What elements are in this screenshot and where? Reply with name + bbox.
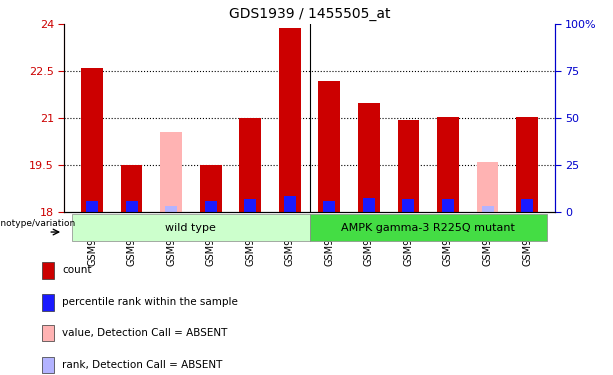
Bar — [310, 214, 547, 242]
Bar — [121, 165, 142, 212]
Bar — [284, 196, 296, 212]
Bar — [398, 120, 419, 212]
Text: count: count — [62, 266, 91, 276]
Title: GDS1939 / 1455505_at: GDS1939 / 1455505_at — [229, 7, 390, 21]
Bar — [200, 165, 221, 212]
Bar — [437, 117, 459, 212]
Bar — [72, 214, 310, 242]
Bar — [42, 294, 54, 310]
Bar — [42, 262, 54, 279]
Bar — [160, 132, 182, 212]
Bar — [363, 198, 375, 212]
Bar — [42, 357, 54, 373]
Bar — [319, 81, 340, 212]
Text: genotype/variation: genotype/variation — [0, 219, 75, 228]
Text: rank, Detection Call = ABSENT: rank, Detection Call = ABSENT — [62, 360, 223, 370]
Bar — [521, 200, 533, 212]
Text: percentile rank within the sample: percentile rank within the sample — [62, 297, 238, 307]
Bar — [442, 200, 454, 212]
Text: wild type: wild type — [166, 223, 216, 233]
Bar — [477, 162, 498, 212]
Bar — [126, 201, 137, 212]
Bar — [244, 200, 256, 212]
Bar — [42, 325, 54, 341]
Bar — [403, 200, 414, 212]
Bar — [482, 206, 493, 212]
Bar — [165, 206, 177, 212]
Text: value, Detection Call = ABSENT: value, Detection Call = ABSENT — [62, 328, 227, 338]
Bar — [279, 27, 300, 212]
Bar — [86, 201, 98, 212]
Text: AMPK gamma-3 R225Q mutant: AMPK gamma-3 R225Q mutant — [341, 223, 515, 233]
Bar — [324, 201, 335, 212]
Bar — [205, 201, 216, 212]
Bar — [516, 117, 538, 212]
Bar — [81, 68, 103, 212]
Bar — [239, 118, 261, 212]
Bar — [358, 102, 380, 212]
